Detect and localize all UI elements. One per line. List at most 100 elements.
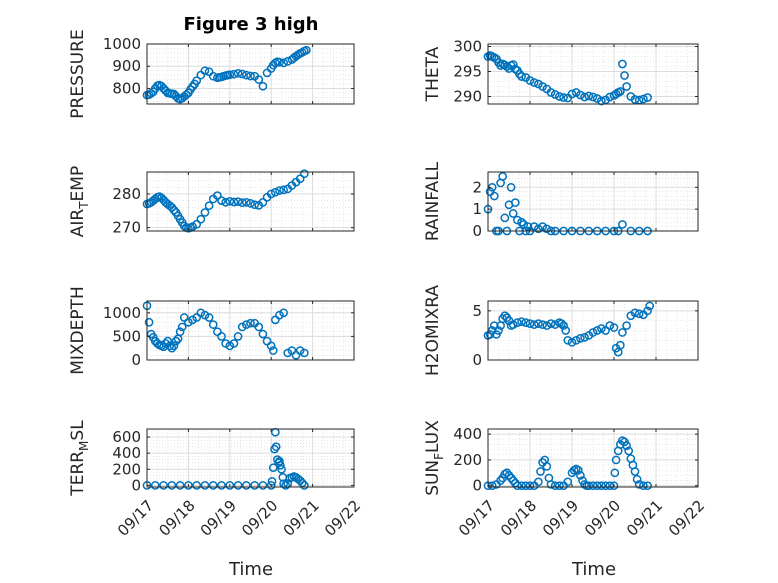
data-point: [506, 182, 516, 192]
data-point: [563, 335, 573, 345]
panel-theta: 290 295 300 THETA: [423, 38, 699, 106]
data-point: [233, 332, 243, 341]
x-tick-label: 09/17: [114, 497, 157, 540]
data-point: [237, 69, 247, 79]
data-point: [630, 308, 640, 318]
y-tick-label: 0: [131, 476, 141, 494]
data-point: [302, 45, 311, 55]
data-point: [217, 481, 226, 490]
panel-h2omixra: 0 5 H2OMIXRA: [423, 285, 699, 376]
data-point: [271, 442, 281, 452]
x-tick-label: 09/18: [155, 497, 198, 540]
data-point: [500, 213, 510, 223]
data-point: [615, 340, 625, 350]
y-tick-label: 5: [472, 302, 482, 320]
data-point: [489, 321, 499, 330]
data-point: [567, 89, 577, 99]
x-tick-label: 09/21: [280, 497, 323, 540]
x-tick-label: 09/19: [539, 497, 582, 540]
data-point: [521, 481, 531, 491]
y-axis-label: H2OMIXRA: [423, 285, 443, 376]
data-point: [584, 481, 594, 491]
panel-mixdepth: 0 500 1000 MIXDEPTH: [68, 286, 355, 375]
data-point: [489, 53, 499, 62]
data-point: [229, 339, 239, 348]
data-point: [246, 199, 255, 208]
data-point: [192, 481, 202, 490]
data-point: [529, 78, 539, 87]
data-point: [525, 319, 535, 328]
data-point: [258, 197, 268, 207]
data-point: [498, 172, 508, 181]
data-point: [233, 197, 243, 207]
data-point: [200, 481, 210, 490]
data-point: [630, 95, 640, 104]
data-point: [618, 220, 627, 229]
axes-box: [487, 171, 699, 232]
data-point: [169, 205, 179, 215]
data-point: [167, 481, 177, 490]
data-point: [267, 477, 277, 486]
data-point: [588, 328, 598, 337]
data-point: [538, 320, 547, 329]
y-tick-label: 0: [472, 222, 482, 240]
data-point: [559, 93, 568, 102]
data-point: [622, 321, 631, 330]
data-point: [279, 185, 288, 195]
data-point: [508, 320, 518, 329]
data-point: [299, 481, 309, 490]
data-point: [571, 335, 581, 345]
panel-rainfall: 0 1 2 RAINFALL: [423, 161, 699, 241]
data-point: [620, 71, 629, 80]
data-point: [576, 90, 585, 100]
data-point: [225, 481, 235, 490]
data-point: [242, 481, 251, 490]
data-point: [588, 92, 598, 102]
y-tick-label: 0: [131, 351, 141, 369]
x-tick-label: 09/17: [455, 497, 498, 540]
data-point: [546, 480, 556, 489]
data-point: [225, 196, 235, 206]
data-point: [550, 320, 560, 329]
data-point: [204, 201, 214, 211]
x-axis-label-left: Time: [228, 559, 273, 580]
data-point: [184, 481, 193, 490]
data-point: [229, 197, 239, 207]
data-point: [258, 329, 268, 339]
data-point: [242, 320, 251, 329]
y-tick-label: 200: [453, 451, 482, 469]
data-point: [510, 198, 520, 207]
data-point: [279, 58, 288, 68]
data-point: [266, 481, 276, 490]
data-point: [561, 326, 571, 335]
data-point: [588, 481, 598, 491]
y-tick-label: 400: [112, 444, 141, 462]
data-point: [517, 481, 526, 491]
axes-box: [146, 300, 355, 361]
y-axis-label: SUNFLUX: [423, 420, 446, 496]
data-point: [192, 76, 202, 86]
data-point: [159, 481, 168, 490]
data-point: [597, 96, 606, 106]
data-point: [246, 318, 255, 328]
data-point: [181, 90, 191, 100]
y-tick-label: 1: [472, 200, 482, 218]
data-point: [609, 323, 619, 332]
data-point: [567, 337, 577, 347]
data-point: [645, 301, 655, 311]
data-point: [242, 70, 251, 80]
data-point: [517, 317, 526, 326]
y-tick-label: 800: [112, 79, 141, 97]
data-point: [177, 322, 187, 332]
y-tick-label: 1000: [103, 304, 141, 322]
data-point: [542, 321, 552, 330]
data-point: [632, 474, 642, 484]
x-tick-label: 09/21: [623, 497, 666, 540]
data-point: [534, 477, 543, 487]
data-point: [611, 455, 621, 465]
data-point: [517, 72, 526, 81]
data-point: [299, 169, 309, 179]
data-point: [275, 57, 284, 67]
